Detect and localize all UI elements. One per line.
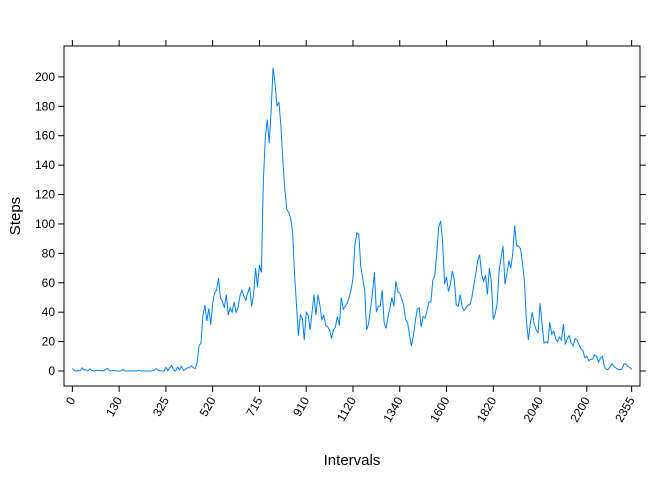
y-tick-label: 120	[35, 188, 55, 202]
y-tick-label: 140	[35, 158, 55, 172]
y-tick-label: 180	[35, 99, 55, 113]
plot-frame	[63, 45, 641, 387]
y-tick-label: 40	[42, 305, 56, 319]
y-tick-label: 200	[35, 70, 55, 84]
x-tick-label: 0	[63, 394, 79, 407]
y-tick-label: 0	[48, 364, 55, 378]
y-tick-label: 80	[42, 246, 56, 260]
x-tick-label: 520	[197, 394, 219, 419]
data-line	[72, 67, 632, 372]
y-axis-label: Steps	[7, 197, 24, 235]
x-tick-label: 325	[150, 394, 172, 419]
x-tick-label: 1820	[474, 394, 500, 424]
x-tick-label: 2040	[521, 394, 547, 424]
y-tick-label: 160	[35, 129, 55, 143]
x-tick-label: 715	[243, 394, 265, 419]
x-tick-label: 1120	[334, 394, 359, 424]
x-tick-label: 1600	[427, 394, 453, 424]
y-tick-label: 60	[42, 276, 56, 290]
x-tick-label: 1340	[380, 394, 406, 424]
x-tick-label: 2200	[567, 394, 593, 424]
y-tick-label: 20	[42, 335, 56, 349]
y-tick-label: 100	[35, 217, 55, 231]
x-tick-label: 130	[103, 394, 125, 419]
x-axis-label: Intervals	[324, 452, 381, 469]
x-tick-label: 910	[290, 394, 312, 419]
x-tick-label: 2355	[612, 394, 638, 424]
